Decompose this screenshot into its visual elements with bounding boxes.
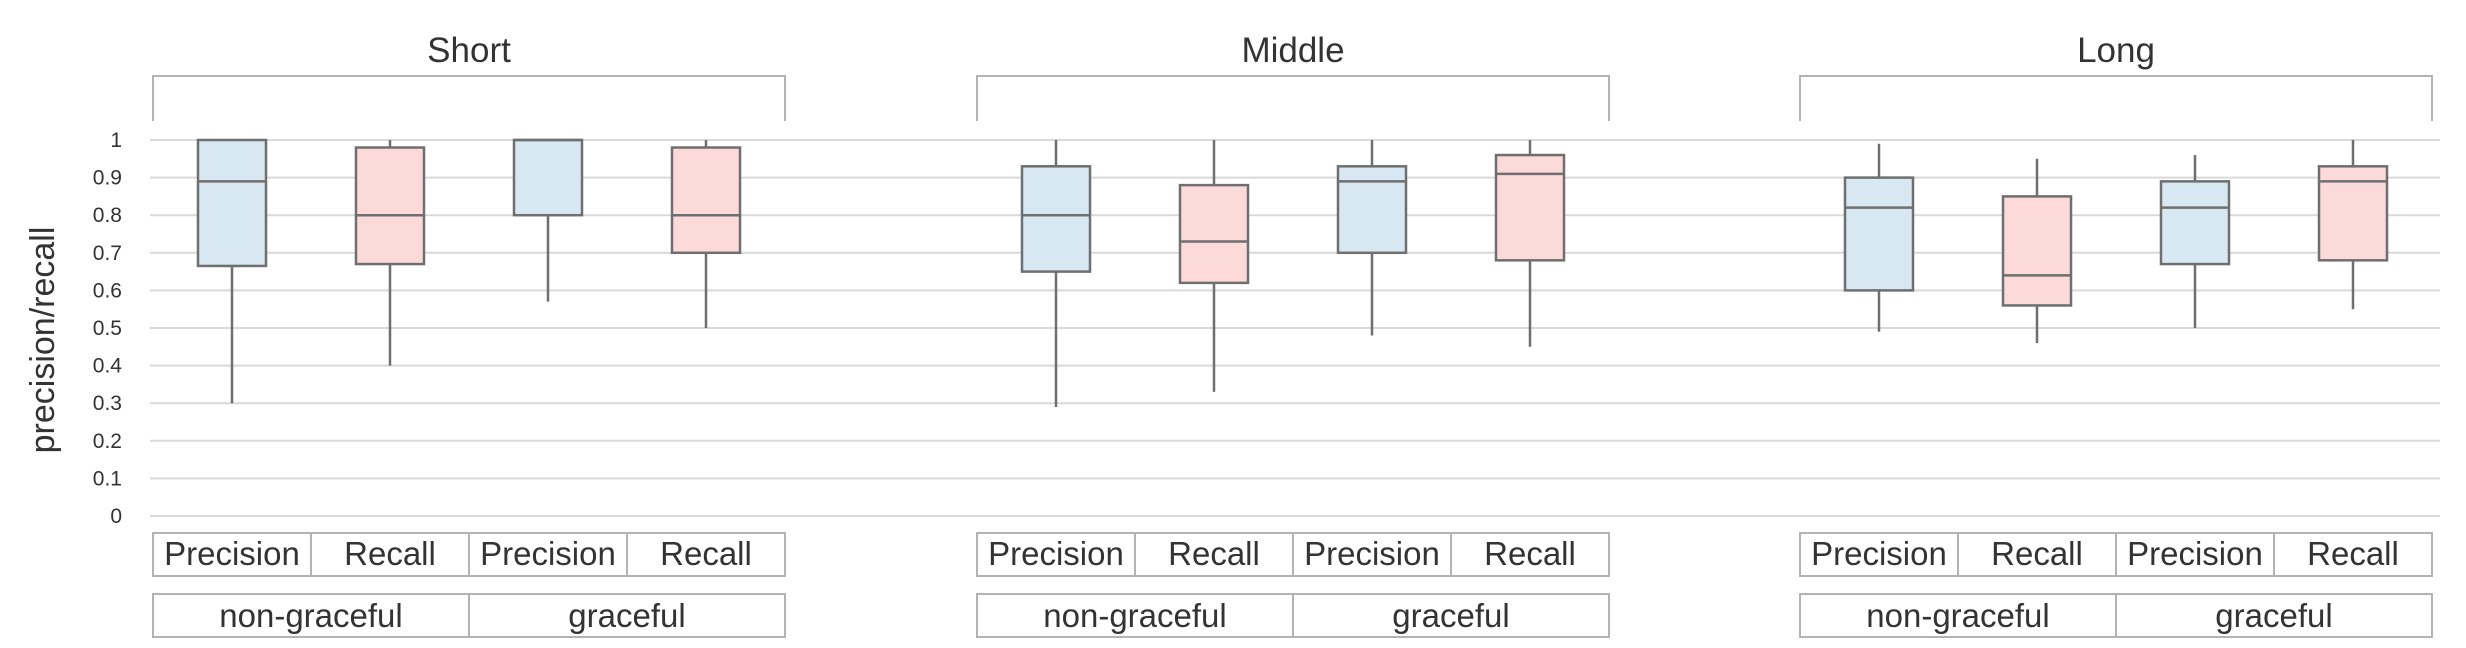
category-label-recall: Recall <box>1484 535 1576 572</box>
y-tick-label: 0.9 <box>93 167 122 190</box>
group-middle: Middle Precision Recall Precision Recall non-… <box>976 31 1610 638</box>
category-label-precision: Precision <box>1304 535 1440 572</box>
y-tick-label: 0.3 <box>93 392 122 415</box>
box-precision <box>512 138 584 302</box>
iqr-box <box>670 146 742 255</box>
subgroup-label: non-graceful <box>1866 597 2049 634</box>
subgroup-cell <box>1292 593 1610 638</box>
y-tick-labels: 0 0.1 0.2 0.3 0.4 0.5 0.6 0.7 0.8 0.9 1 <box>93 129 123 528</box>
category-label-precision: Precision <box>988 535 1124 572</box>
group-short: Short Precision Recall Precision Recall non-g… <box>152 31 786 638</box>
iqr-box <box>354 146 426 266</box>
category-label-recall: Recall <box>344 535 436 572</box>
subgroup-label: non-graceful <box>1043 597 1226 634</box>
y-tick-label: 0.7 <box>93 242 122 265</box>
y-axis-label: precision/recall <box>24 227 62 454</box>
box-precision <box>2159 155 2231 328</box>
category-label-precision: Precision <box>164 535 300 572</box>
iqr-box <box>1494 153 1566 262</box>
y-tick-label: 0.8 <box>93 204 122 227</box>
box-precision <box>1843 143 1915 332</box>
chart-groups: Short Precision Recall Precision Recall non-g… <box>152 31 2433 638</box>
subgroup-label: graceful <box>1392 597 1509 634</box>
y-tick-label: 0 <box>110 505 122 528</box>
group-long: Long Precision Recall Precision Recall non-gr… <box>1799 31 2433 638</box>
subgroup-label: graceful <box>568 597 685 634</box>
subgroup-cell <box>2115 593 2433 638</box>
iqr-box <box>1178 183 1250 285</box>
subgroup-label: non-graceful <box>219 597 402 634</box>
y-tick-label: 0.1 <box>93 467 122 490</box>
category-label-recall: Recall <box>1991 535 2083 572</box>
box-precision <box>1020 140 1092 407</box>
category-label-precision: Precision <box>480 535 616 572</box>
category-label-recall: Recall <box>1168 535 1260 572</box>
subgroup-label: graceful <box>2215 597 2332 634</box>
box-recall <box>354 140 426 366</box>
iqr-box <box>512 138 584 217</box>
box-recall <box>2317 140 2389 310</box>
group-bracket <box>1799 75 2433 121</box>
iqr-box <box>2001 195 2073 307</box>
box-recall <box>1178 140 1250 392</box>
category-label-precision: Precision <box>1811 535 1947 572</box>
category-cell <box>1450 532 1610 577</box>
group-title: Long <box>2077 31 2155 70</box>
y-tick-label: 1 <box>110 129 122 152</box>
iqr-box <box>1336 165 1408 255</box>
category-cell <box>626 532 786 577</box>
group-title: Short <box>427 31 511 70</box>
group-bracket <box>976 75 1610 121</box>
iqr-box <box>196 138 268 268</box>
box-recall <box>670 140 742 328</box>
y-tick-label: 0.4 <box>93 355 123 378</box>
box-precision <box>196 138 268 404</box>
subgroup-cell <box>468 593 786 638</box>
box-recall <box>1494 140 1566 347</box>
box-recall <box>2001 158 2073 344</box>
iqr-box <box>1020 165 1092 273</box>
group-bracket <box>152 75 786 121</box>
group-title: Middle <box>1241 31 1344 70</box>
category-label-recall: Recall <box>2307 535 2399 572</box>
y-tick-label: 0.5 <box>93 317 122 340</box>
category-label-precision: Precision <box>2127 535 2263 572</box>
category-cell <box>2273 532 2433 577</box>
iqr-box <box>2159 180 2231 266</box>
y-tick-label: 0.6 <box>93 279 122 302</box>
y-tick-label: 0.2 <box>93 430 122 453</box>
category-label-recall: Recall <box>660 535 752 572</box>
gridlines <box>150 139 2440 517</box>
box-precision <box>1336 140 1408 336</box>
iqr-box <box>1843 176 1915 292</box>
